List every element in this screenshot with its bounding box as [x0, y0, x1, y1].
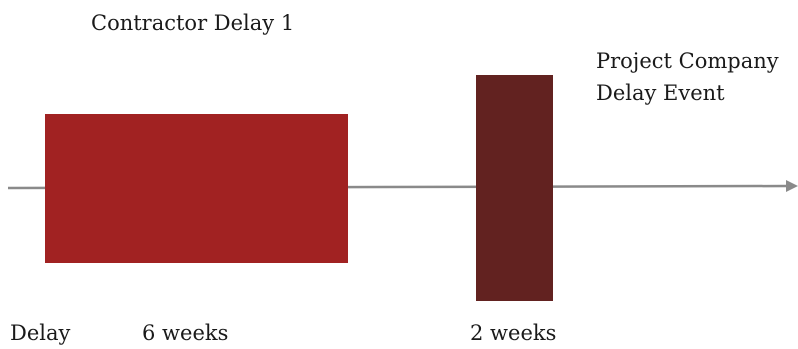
- project-company-delay-block: [476, 75, 553, 301]
- project-company-delay-label-line2: Delay Event: [596, 81, 725, 105]
- project-company-delay-label-line1: Project Company: [596, 49, 779, 73]
- contractor-delay-block: [45, 114, 348, 263]
- project-company-duration-label: 2 weeks: [470, 321, 557, 345]
- delay-axis-label: Delay: [10, 321, 71, 345]
- contractor-delay-label: Contractor Delay 1: [91, 11, 295, 35]
- timeline-arrowhead: [786, 180, 798, 192]
- contractor-duration-label: 6 weeks: [142, 321, 229, 345]
